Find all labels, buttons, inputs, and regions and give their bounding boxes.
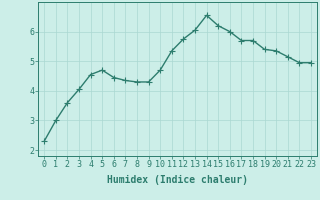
X-axis label: Humidex (Indice chaleur): Humidex (Indice chaleur) [107, 175, 248, 185]
